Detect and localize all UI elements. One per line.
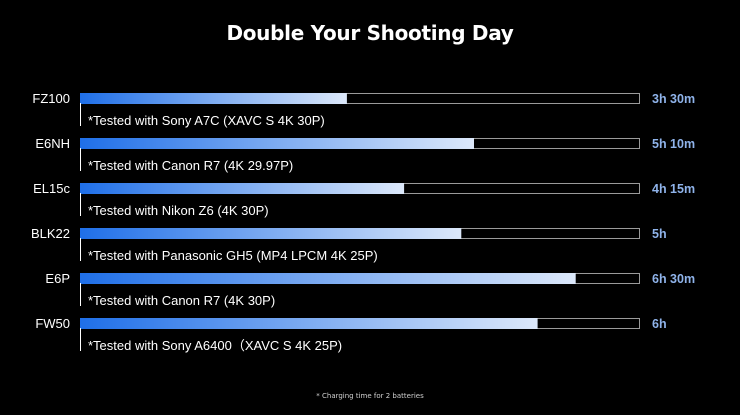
bar (80, 138, 474, 149)
category-label: FZ100 (32, 91, 70, 106)
bar (80, 183, 405, 194)
value-label: 4h 15m (652, 182, 695, 196)
chart-title: Double Your Shooting Day (226, 21, 514, 45)
test-note: *Tested with Sony A7C (XAVC S 4K 30P) (88, 113, 325, 128)
bar (80, 228, 462, 239)
value-label: 6h 30m (652, 272, 695, 286)
category-label: EL15c (33, 181, 70, 196)
test-note: *Tested with Sony A6400（XAVC S 4K 25P) (88, 338, 342, 353)
test-note: *Tested with Panasonic GH5 (MP4 LPCM 4K … (88, 248, 378, 263)
test-note: *Tested with Canon R7 (4K 30P) (88, 293, 275, 308)
bar (80, 93, 347, 104)
value-label: 5h (652, 227, 667, 241)
category-label: FW50 (35, 316, 70, 331)
bar (80, 273, 576, 284)
bar (80, 318, 538, 329)
value-label: 6h (652, 317, 667, 331)
value-label: 5h 10m (652, 137, 695, 151)
test-note: *Tested with Nikon Z6 (4K 30P) (88, 203, 269, 218)
category-label: E6P (45, 271, 70, 286)
category-label: BLK22 (31, 226, 70, 241)
test-note: *Tested with Canon R7 (4K 29.97P) (88, 158, 293, 173)
value-label: 3h 30m (652, 92, 695, 106)
footnote: * Charging time for 2 batteries (316, 392, 424, 400)
category-label: E6NH (35, 136, 70, 151)
